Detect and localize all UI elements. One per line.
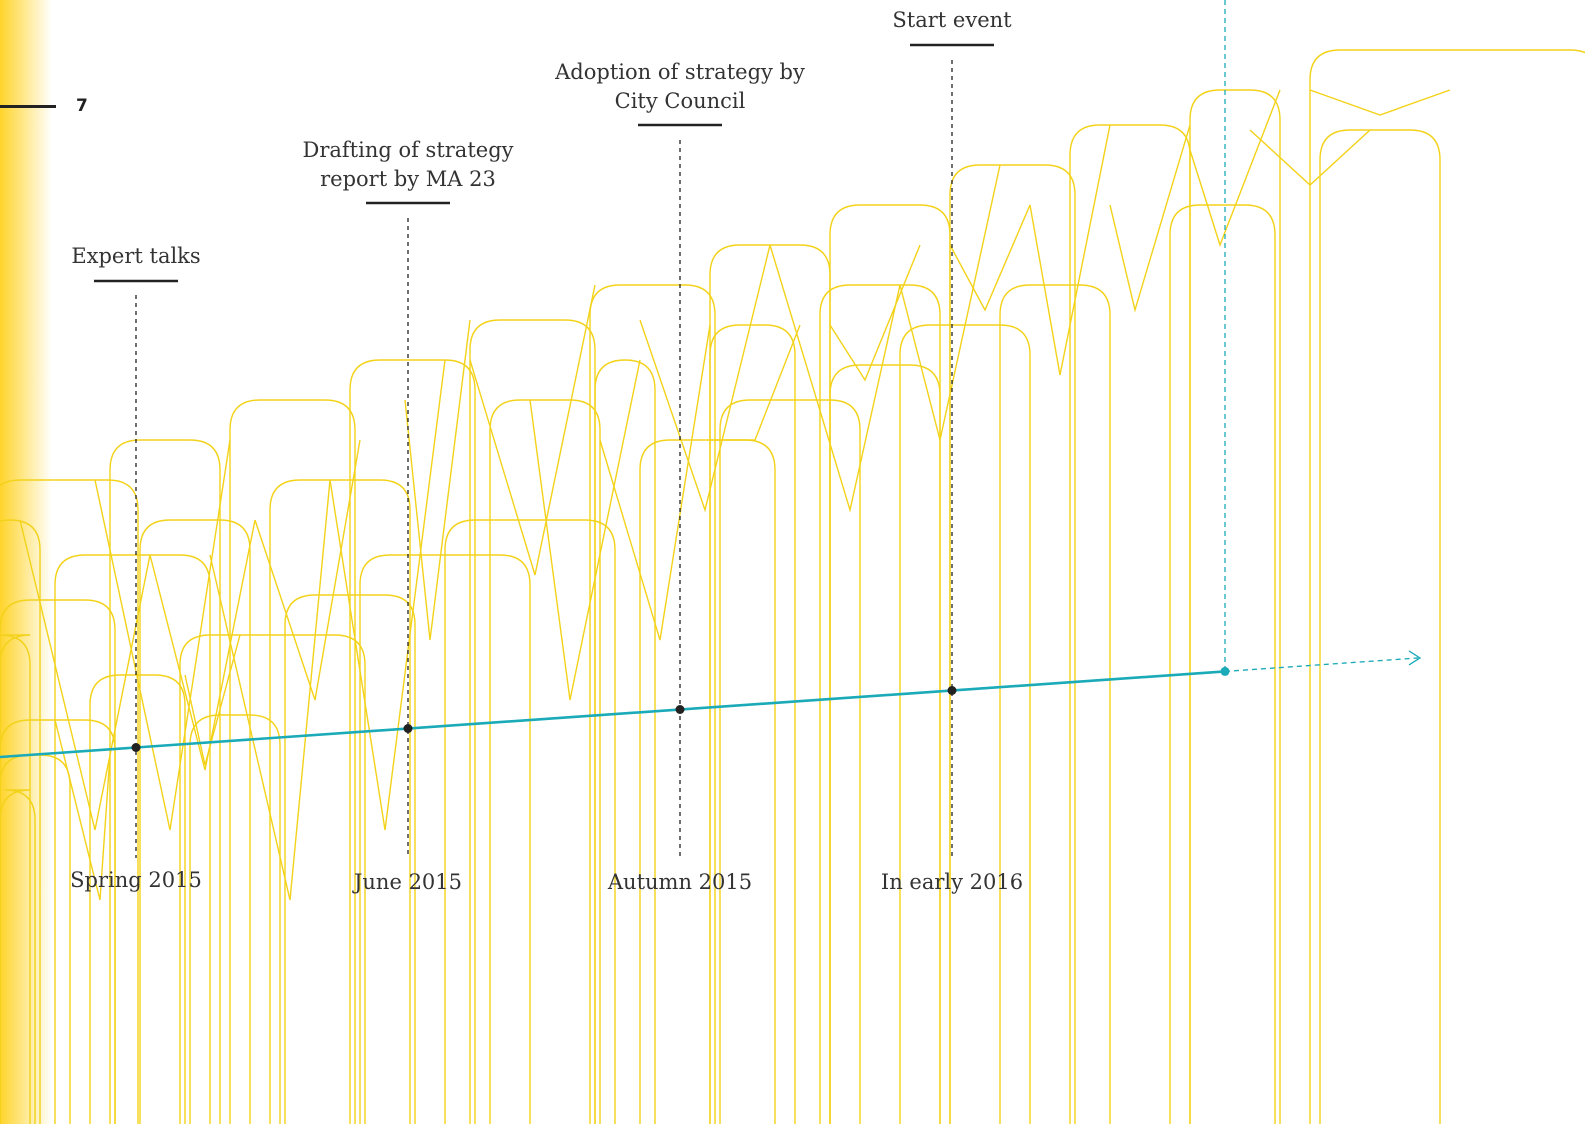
start-event-label: Start event [892, 8, 1012, 32]
milestone-dot-drafting [403, 724, 413, 734]
yellow-arch [999, 284, 1111, 1124]
yellow-vee [254, 439, 361, 701]
yellow-arch [1189, 89, 1281, 1124]
yellow-arch [1319, 129, 1441, 1124]
timeline-current-dot [1220, 666, 1230, 676]
timeline-line [0, 670, 1226, 759]
yellow-vee [599, 324, 711, 641]
date-autumn-2015: Autumn 2015 [607, 870, 753, 894]
adoption-label: Adoption of strategy by City Council [555, 60, 805, 113]
yellow-vee [529, 359, 641, 701]
yellow-vee [949, 204, 1031, 312]
milestone-dot-adoption [675, 705, 685, 715]
yellow-vee [149, 519, 256, 771]
yellow-arch [444, 519, 616, 1124]
timeline [0, 0, 1422, 759]
yellow-arch [0, 634, 31, 1124]
yellow-arch [469, 319, 596, 1124]
yellow-arch [1309, 49, 1585, 1124]
yellow-arch [269, 479, 411, 1124]
yellow-vee [469, 284, 596, 576]
yellow-arch [54, 554, 211, 1124]
yellow-arch [829, 204, 951, 1124]
yellow-arch [0, 519, 41, 1124]
yellow-arch [229, 399, 356, 1124]
drafting-label: Drafting of strategy report by MA 23 [302, 138, 514, 191]
yellow-arch [819, 284, 941, 1124]
yellow-arch [719, 399, 861, 1124]
yellow-vee [639, 244, 771, 513]
page-number-rule [0, 105, 56, 108]
expert-talks-label: Expert talks [71, 244, 201, 268]
date-in-early-2016: In early 2016 [880, 870, 1024, 894]
yellow-vee [710, 324, 801, 441]
yellow-vee [404, 319, 471, 641]
arrow-icon [1408, 650, 1422, 666]
yellow-vee [94, 439, 231, 831]
yellow-vee [184, 634, 241, 766]
yellow-vee [19, 519, 151, 831]
yellow-vee [1029, 124, 1111, 376]
yellow-vee [1109, 124, 1191, 313]
yellow-arch [639, 439, 776, 1124]
milestone-dot-start-event [947, 686, 957, 696]
yellow-arch [594, 359, 656, 1124]
yellow-vee [1309, 89, 1451, 116]
yellow-arch [189, 714, 281, 1124]
yellow-arch [109, 439, 221, 1124]
page-number: 7 [76, 96, 88, 116]
milestone-dot-expert-talks [131, 743, 141, 753]
yellow-arch [899, 324, 1031, 1124]
yellow-arch [709, 244, 831, 1124]
yellow-arch [0, 599, 116, 1124]
left-gradient-band [0, 0, 52, 1124]
decorative-arch-lines [0, 49, 1585, 1124]
yellow-arch [829, 364, 941, 1124]
yellow-arch [709, 324, 796, 1124]
yellow-arch [139, 519, 251, 1124]
yellow-vee [54, 719, 111, 901]
date-june-2015: June 2015 [353, 870, 463, 894]
yellow-vee [1189, 89, 1281, 248]
timeline-future-line [1224, 657, 1419, 673]
yellow-vee [769, 244, 901, 513]
yellow-vee [1249, 129, 1371, 186]
date-spring-2015: Spring 2015 [70, 868, 202, 892]
yellow-arch [349, 359, 476, 1124]
yellow-arch [0, 789, 36, 1124]
yellow-arch [1069, 124, 1191, 1124]
yellow-vee [899, 164, 1001, 441]
yellow-vee [329, 359, 446, 831]
milestone-guides [94, 43, 994, 858]
yellow-arch [179, 634, 366, 1124]
yellow-vee [209, 479, 331, 901]
yellow-arch [1169, 204, 1276, 1124]
yellow-arch [489, 399, 601, 1124]
